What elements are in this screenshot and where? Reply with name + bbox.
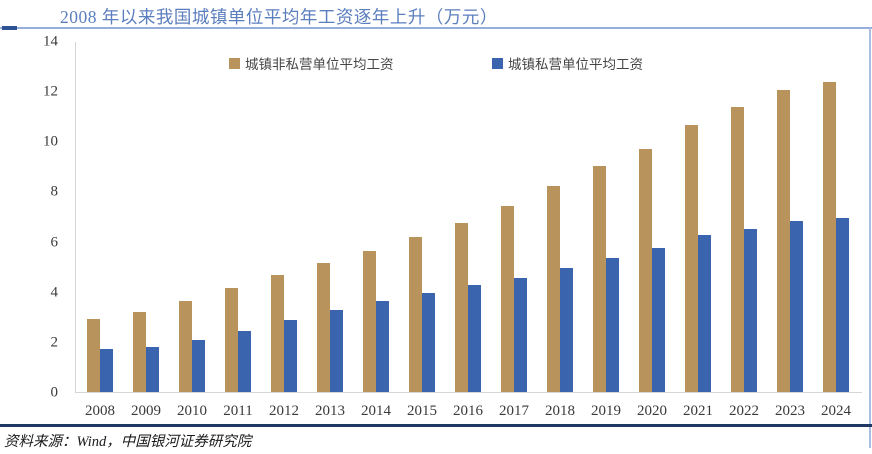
y-tick-label-10: 10 — [43, 133, 58, 150]
bar-nonprivate-2012 — [271, 275, 284, 392]
legend-item-nonprivate: 城镇非私营单位平均工资 — [229, 53, 394, 73]
x-tick-label-2018: 2018 — [545, 403, 575, 419]
x-tick-label-2024: 2024 — [821, 403, 851, 419]
bar-group-2009: 2009 — [131, 42, 161, 419]
x-tick-label-2017: 2017 — [499, 403, 529, 419]
bar-nonprivate-2021 — [685, 125, 698, 392]
bar-nonprivate-2024 — [823, 81, 836, 392]
bar-nonprivate-2010 — [179, 300, 192, 392]
source-note: 资料来源：Wind，中国银河证券研究院 — [4, 434, 252, 450]
bar-nonprivate-2022 — [731, 107, 744, 392]
bar-nonprivate-2016 — [455, 223, 468, 392]
bar-group-2008: 2008 — [85, 42, 115, 419]
bar-private-2021 — [698, 234, 711, 392]
y-tick-label-0: 0 — [50, 384, 59, 401]
x-tick-label-2013: 2013 — [315, 403, 345, 419]
x-tick-label-2015: 2015 — [407, 403, 437, 419]
plot-area: 2008 2009 2010 2011 2012 2013 2014 2015 2016 2017… — [75, 42, 862, 419]
bar-nonprivate-2015 — [409, 237, 422, 392]
bar-nonprivate-2020 — [639, 148, 652, 392]
x-tick-label-2008: 2008 — [85, 403, 115, 419]
x-tick-label-2009: 2009 — [131, 403, 161, 419]
x-tick-label-2023: 2023 — [775, 403, 805, 419]
bar-private-2016 — [468, 285, 481, 392]
bar-private-2015 — [422, 293, 435, 392]
bar-private-2023 — [790, 221, 803, 392]
x-tick-label-2012: 2012 — [269, 403, 299, 419]
bar-private-2010 — [192, 340, 205, 392]
legend-swatch-private-icon — [492, 57, 503, 69]
legend-label-nonprivate: 城镇非私营单位平均工资 — [245, 57, 394, 72]
bar-group-2012: 2012 — [269, 42, 299, 419]
bar-nonprivate-2009 — [133, 311, 146, 392]
bar-nonprivate-2011 — [225, 287, 238, 392]
bar-group-2021: 2021 — [683, 42, 713, 419]
legend-item-private: 城镇私营单位平均工资 — [492, 53, 643, 73]
y-axis: 0 2 4 6 8 10 12 14 — [0, 34, 59, 401]
legend-swatch-nonprivate-icon — [229, 57, 240, 69]
bar-group-2015: 2015 — [407, 42, 437, 419]
x-tick-label-2014: 2014 — [361, 403, 391, 419]
bar-private-2009 — [146, 346, 159, 392]
bar-group-2010: 2010 — [177, 42, 207, 419]
bar-nonprivate-2008 — [87, 319, 100, 392]
y-tick-label-14: 14 — [43, 33, 58, 50]
y-tick-label-8: 8 — [50, 183, 59, 200]
bar-group-2018: 2018 — [545, 42, 575, 419]
title-underline — [0, 26, 872, 30]
bar-nonprivate-2018 — [547, 185, 560, 392]
x-tick-label-2022: 2022 — [729, 403, 759, 419]
x-tick-label-2010: 2010 — [177, 403, 207, 419]
figure-right-border — [869, 28, 871, 448]
title-underline-dash — [2, 26, 17, 30]
bar-nonprivate-2013 — [317, 263, 330, 392]
bar-nonprivate-2019 — [593, 165, 606, 392]
chart-title: 2008 年以来我国城镇单位平均年工资逐年上升（万元） — [60, 7, 498, 27]
bar-group-2022: 2022 — [729, 42, 759, 419]
bar-group-2024: 2024 — [821, 42, 851, 419]
bar-private-2012 — [284, 320, 297, 392]
x-tick-label-2011: 2011 — [223, 403, 253, 419]
bar-private-2019 — [606, 258, 619, 392]
bar-nonprivate-2014 — [363, 251, 376, 392]
y-tick-label-12: 12 — [43, 83, 58, 100]
bar-private-2020 — [652, 247, 665, 392]
y-tick-label-6: 6 — [50, 234, 59, 251]
legend-label-private: 城镇私营单位平均工资 — [508, 57, 643, 72]
x-tick-label-2019: 2019 — [591, 403, 621, 419]
x-tick-label-2016: 2016 — [453, 403, 483, 419]
figure-bottom-rule — [0, 424, 872, 427]
bar-private-2013 — [330, 310, 343, 392]
bar-group-2013: 2013 — [315, 42, 345, 419]
bar-group-2016: 2016 — [453, 42, 483, 419]
bar-group-2020: 2020 — [637, 42, 667, 419]
bar-private-2014 — [376, 301, 389, 392]
bar-private-2018 — [560, 268, 573, 392]
bar-private-2011 — [238, 330, 251, 392]
bar-nonprivate-2017 — [501, 206, 514, 392]
bar-group-2017: 2017 — [499, 42, 529, 419]
bar-private-2024 — [836, 218, 849, 392]
bar-nonprivate-2023 — [777, 90, 790, 392]
bar-private-2017 — [514, 277, 527, 392]
x-tick-label-2021: 2021 — [683, 403, 713, 419]
bar-group-2011: 2011 — [223, 42, 253, 419]
y-tick-label-4: 4 — [50, 284, 59, 301]
bars: 2008 2009 2010 2011 2012 2013 2014 2015 2016 2017… — [76, 42, 862, 419]
bar-group-2019: 2019 — [591, 42, 621, 419]
y-tick-label-2: 2 — [50, 334, 59, 351]
bar-group-2014: 2014 — [361, 42, 391, 419]
bar-group-2023: 2023 — [775, 42, 805, 419]
x-tick-label-2020: 2020 — [637, 403, 667, 419]
bar-private-2008 — [100, 349, 113, 392]
bar-private-2022 — [744, 229, 757, 392]
